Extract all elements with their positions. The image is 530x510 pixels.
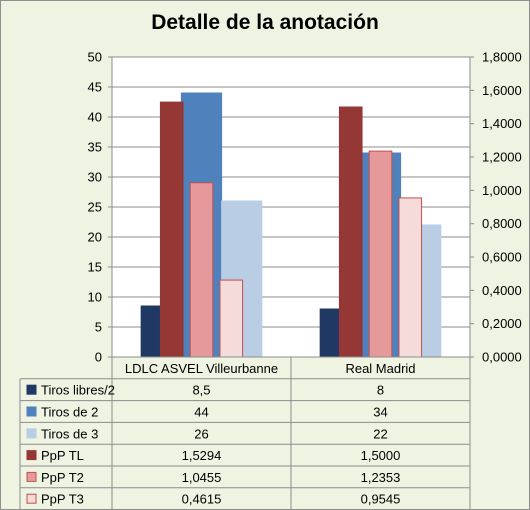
data-label: 1,2353	[361, 470, 401, 485]
bar	[398, 197, 423, 358]
y-left-tick-label: 45	[88, 80, 102, 95]
y-right-tick-label: 1,6000	[482, 83, 522, 98]
y-left-tick-label: 0	[95, 350, 102, 365]
legend-swatch	[26, 471, 37, 482]
y-right-tick-label: 1,0000	[482, 183, 522, 198]
legend-swatch	[26, 428, 37, 439]
legend-label: PpP T3	[41, 492, 84, 507]
legend-label: Tiros de 2	[41, 405, 98, 420]
data-label: 34	[373, 405, 387, 420]
y-right-tick-label: 1,4000	[482, 116, 522, 131]
y-left-tick-label: 10	[88, 290, 102, 305]
bar	[219, 279, 244, 358]
y-right-tick-label: 0,2000	[482, 316, 522, 331]
y-left-tick-label: 50	[88, 50, 102, 65]
bar	[338, 106, 363, 358]
bar	[189, 182, 214, 358]
bar	[159, 101, 184, 358]
chart-title: Detalle de la anotación	[151, 11, 379, 34]
y-left-tick-label: 30	[88, 170, 102, 185]
data-label: 44	[194, 405, 208, 420]
legend-swatch	[26, 384, 37, 395]
y-right-tick-label: 0,0000	[482, 350, 522, 365]
legend-label: Tiros libres/2	[41, 383, 115, 398]
data-label: 1,0455	[182, 470, 222, 485]
data-label: 8	[377, 383, 384, 398]
bar	[368, 150, 393, 358]
y-left-tick-label: 20	[88, 230, 102, 245]
y-right-tick-label: 1,8000	[482, 50, 522, 65]
data-label: 0,4615	[182, 492, 222, 507]
y-left-tick-label: 25	[88, 200, 102, 215]
y-right-tick-label: 1,2000	[482, 150, 522, 165]
y-left-tick-label: 5	[95, 320, 102, 335]
legend-swatch	[26, 406, 37, 417]
legend-swatch	[26, 493, 37, 504]
data-label: 1,5000	[361, 448, 401, 463]
y-right-tick-label: 0,4000	[482, 283, 522, 298]
legend-label: PpP T2	[41, 470, 84, 485]
data-label: 1,5294	[182, 448, 222, 463]
category-label: Real Madrid	[345, 361, 415, 376]
data-label: 22	[373, 426, 387, 441]
data-label: 0,9545	[361, 492, 401, 507]
category-label: LDLC ASVEL Villeurbanne	[125, 361, 278, 376]
y-left-tick-label: 40	[88, 110, 102, 125]
legend-label: Tiros de 3	[41, 426, 98, 441]
data-label: 8,5	[192, 383, 210, 398]
y-left-tick-label: 15	[88, 260, 102, 275]
data-label: 26	[194, 426, 208, 441]
y-right-tick-label: 0,6000	[482, 250, 522, 265]
y-right-tick-label: 0,8000	[482, 216, 522, 231]
legend-swatch	[26, 450, 37, 461]
y-left-tick-label: 35	[88, 140, 102, 155]
legend-label: PpP TL	[41, 448, 84, 463]
